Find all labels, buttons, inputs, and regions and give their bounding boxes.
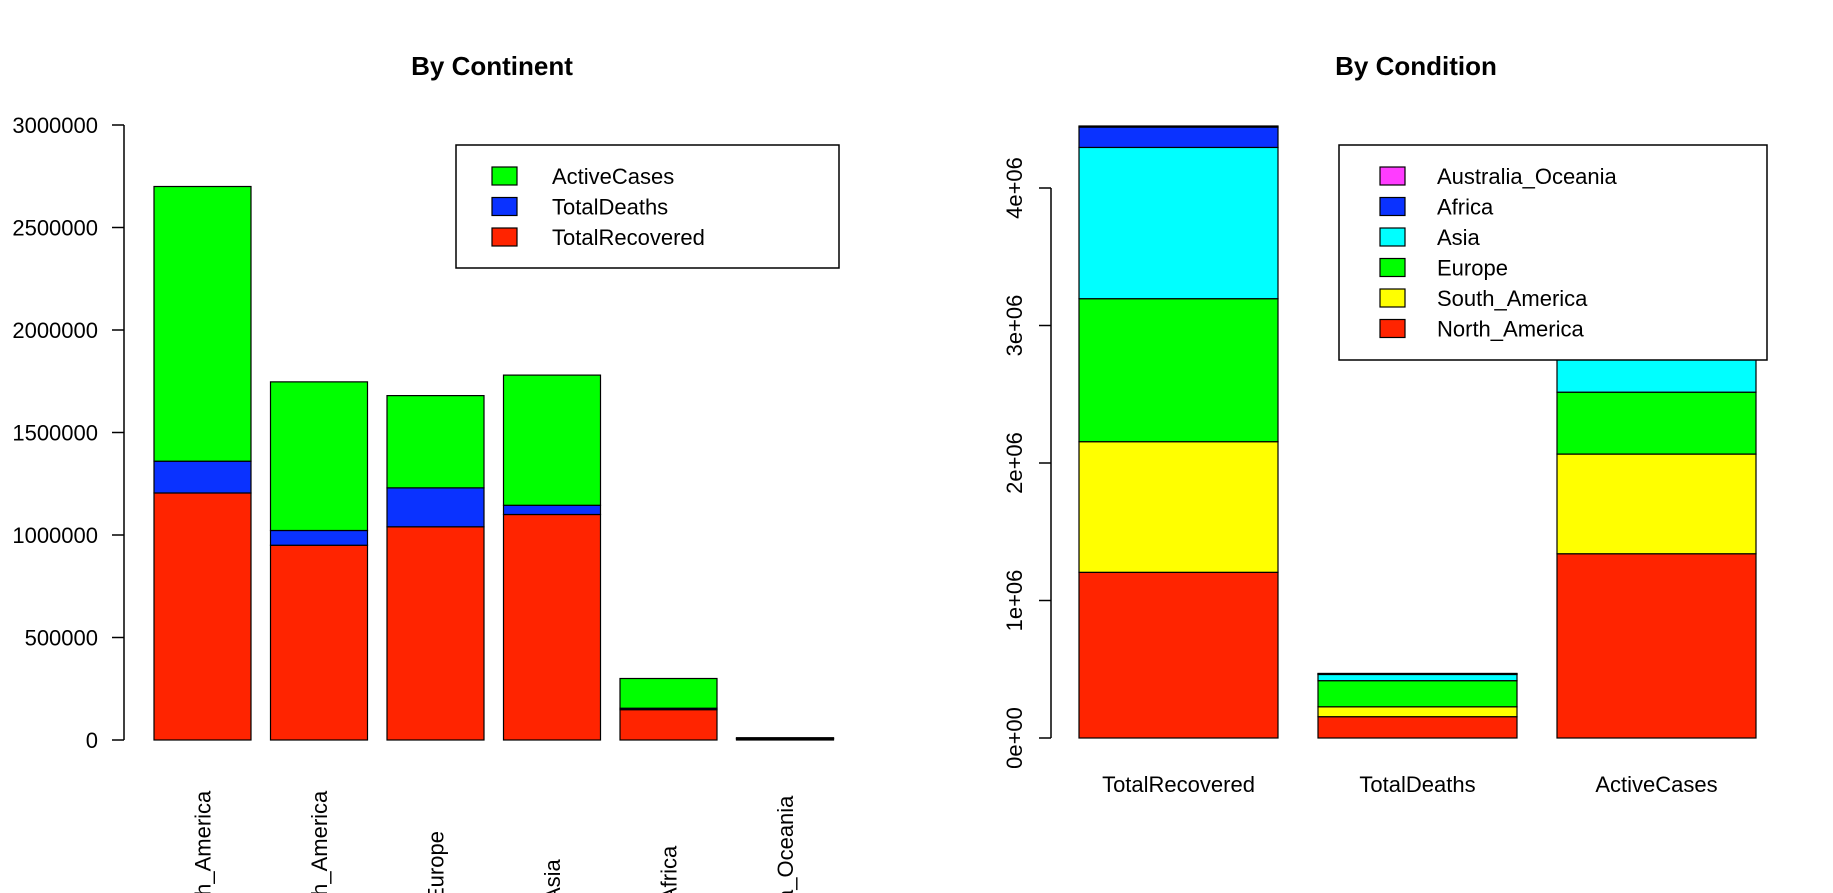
chart-by-continent: By Continent 0 500000 1000000 1500000 200000…	[12, 51, 840, 893]
x-tick-label: ActiveCases	[1595, 772, 1717, 797]
y-tick-label: 1500000	[12, 421, 98, 446]
x-tick-label: TotalDeaths	[1359, 772, 1475, 797]
x-tick-label: TotalRecovered	[1102, 772, 1255, 797]
bar-segment	[1078, 125, 1279, 128]
legend-label: Africa	[1437, 195, 1494, 220]
bar-segment	[502, 513, 602, 741]
y-tick-label: 2500000	[12, 216, 98, 241]
bar-segment	[502, 504, 602, 516]
legend-box	[1338, 144, 1768, 361]
chart-by-condition: By Condition 0e+00 1e+06 2e+06 3e+06 4e+06 To…	[1002, 51, 1768, 797]
legend-swatch	[1379, 227, 1406, 247]
legend-swatch	[1379, 288, 1406, 308]
bar-segment	[153, 492, 252, 741]
x-tick-label: Europe	[424, 831, 449, 893]
bar-segment	[1556, 553, 1757, 739]
x-tick-label: th_America	[307, 790, 332, 893]
bar-segment	[502, 374, 602, 506]
chart-title: By Condition	[1335, 51, 1497, 81]
y-tick-label: 2000000	[12, 318, 98, 343]
y-tick-label: 2e+06	[1002, 432, 1027, 494]
x-tick-label: th_America	[191, 790, 216, 893]
bar-segment	[1078, 441, 1279, 573]
bar-segment	[386, 526, 485, 741]
legend-label: Australia_Oceania	[1437, 164, 1618, 189]
y-tick-label: 500000	[25, 626, 98, 651]
legend-swatch	[1379, 318, 1406, 339]
legend-label: North_America	[1437, 317, 1584, 342]
y-tick-label: 3000000	[12, 113, 98, 138]
bar-segment	[1317, 673, 1518, 682]
legend-label: Europe	[1437, 256, 1508, 281]
x-tick-label: a_Oceania	[773, 795, 798, 893]
y-tick-label: 1000000	[12, 523, 98, 548]
legend-label: South_America	[1437, 286, 1588, 311]
bar-segment	[1317, 680, 1518, 708]
legend-label: TotalDeaths	[552, 195, 668, 220]
bar-segment	[1556, 391, 1757, 455]
bar-segment	[269, 529, 369, 546]
bar-segment	[1317, 706, 1518, 718]
bar-segment	[269, 381, 369, 532]
legend-swatch	[1379, 166, 1406, 186]
legend: Australia_Oceania Africa Asia Europe South_A…	[1338, 144, 1768, 361]
y-tick-label: 4e+06	[1002, 157, 1027, 219]
legend-swatch	[1379, 196, 1406, 217]
legend-label: ActiveCases	[552, 164, 674, 189]
bar-segment	[386, 487, 485, 528]
bar-segment	[619, 677, 718, 709]
bar-segment	[1078, 126, 1279, 149]
bar-segment	[153, 185, 252, 462]
legend-box	[455, 144, 840, 269]
legend-swatch	[1379, 257, 1406, 278]
bar-segment	[1078, 298, 1279, 443]
bar-segment	[153, 460, 252, 494]
bar-segment	[1317, 716, 1518, 739]
legend-label: TotalRecovered	[552, 225, 705, 250]
x-tick-label: Asia	[540, 858, 565, 893]
bar-segment	[1078, 146, 1279, 300]
bar-segment	[619, 709, 718, 741]
legend-swatch	[491, 166, 518, 186]
bar-segment	[1078, 571, 1279, 739]
bar-segment	[1317, 672, 1518, 675]
legend-label: Asia	[1437, 225, 1481, 250]
bar-segment	[269, 544, 369, 741]
bar-segment	[386, 395, 485, 489]
y-tick-label: 3e+06	[1002, 295, 1027, 357]
y-tick-label: 1e+06	[1002, 570, 1027, 632]
legend: ActiveCases TotalDeaths TotalRecovered	[455, 144, 840, 269]
y-tick-label: 0	[86, 728, 98, 753]
x-tick-label: Africa	[657, 845, 682, 893]
y-tick-label: 0e+00	[1002, 707, 1027, 769]
legend-swatch	[491, 196, 518, 217]
chart-title: By Continent	[411, 51, 573, 81]
bar-segment	[1556, 453, 1757, 555]
legend-swatch	[491, 227, 518, 247]
bar-segment	[735, 737, 835, 740]
